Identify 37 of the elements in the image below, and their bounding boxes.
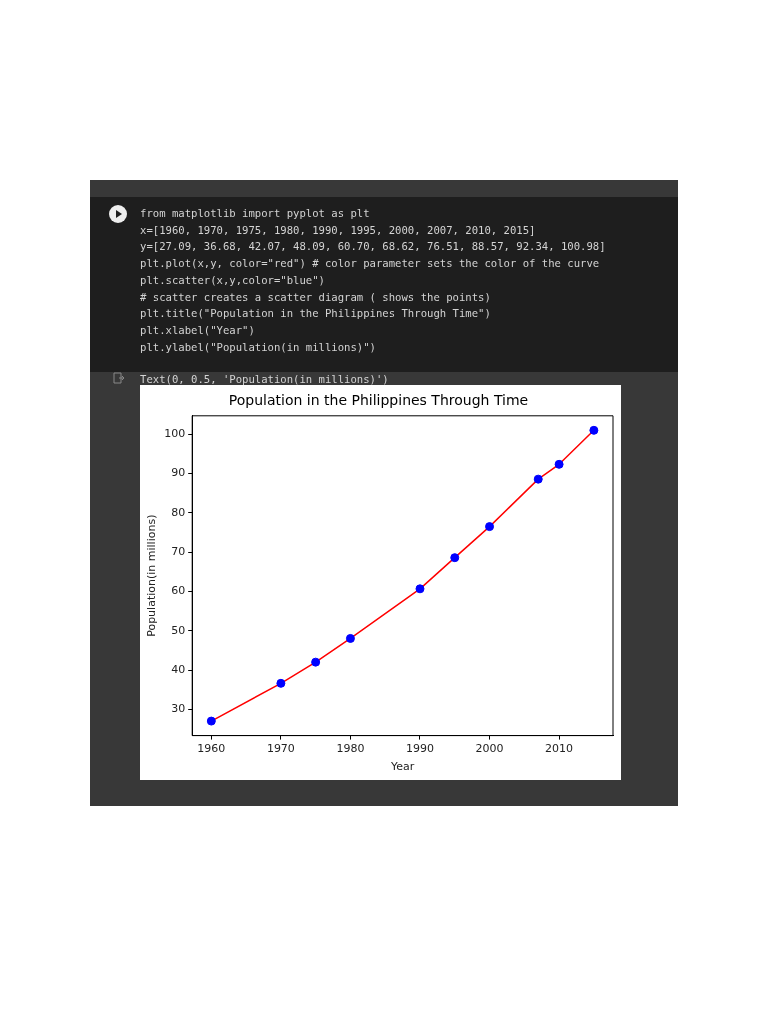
x-tick-label: 2010 [545, 742, 574, 756]
y-tick-label: 80 [171, 505, 186, 519]
y-axis-title: Population(in millions) [145, 514, 159, 637]
point [533, 474, 543, 484]
x-tick-label: 1990 [405, 742, 434, 756]
y-tick-label: 50 [171, 623, 186, 637]
point [450, 553, 460, 563]
point [311, 657, 321, 667]
x-tick-label: 2000 [475, 742, 504, 756]
text: plt.plot(x,y, color="red") # color parameter sets the color of the curve [140, 256, 601, 272]
text: Text(0, 0.5, 'Population(in millions)') [140, 373, 389, 385]
y-tick-label: 30 [171, 702, 186, 716]
x-tick-label: 1970 [266, 742, 295, 756]
text: plt.xlabel("Year") [140, 322, 256, 338]
text: plt.ylabel("Population(in millions)") [140, 339, 377, 355]
x-tick-label: 1980 [336, 742, 365, 756]
point [485, 522, 495, 532]
y-tick-label: 70 [171, 545, 186, 559]
y-tick-label: 100 [164, 427, 186, 441]
text: plt.scatter(x,y,color="blue") [140, 272, 326, 288]
point [554, 459, 564, 469]
point [276, 678, 286, 688]
point [589, 425, 599, 435]
y-tick-label: 60 [171, 584, 186, 598]
text: x=[1960, 1970, 1975, 1980, 1990, 1995, 2000, 2007, 2010, 2015] [140, 222, 537, 238]
x-tick-label: 1960 [197, 742, 226, 756]
point [415, 584, 425, 594]
y-tick-label: 40 [171, 663, 186, 677]
text: from matplotlib import pyplot as plt [140, 206, 371, 221]
chart-title: Population in the Philippines Through Time [228, 392, 529, 409]
y-tick-label: 90 [171, 466, 186, 480]
text: # scatter creates a scatter diagram ( shows the points) [140, 289, 492, 305]
x-axis-title: Year [389, 760, 415, 774]
text: plt.title("Population in the Philippines Through Time") [140, 306, 492, 322]
text: y=[27.09, 36.68, 42.07, 48.09, 60.70, 68.62, 76.51, 88.57, 92.34, 100.98] [140, 239, 606, 255]
point [206, 716, 216, 726]
point [345, 633, 355, 643]
